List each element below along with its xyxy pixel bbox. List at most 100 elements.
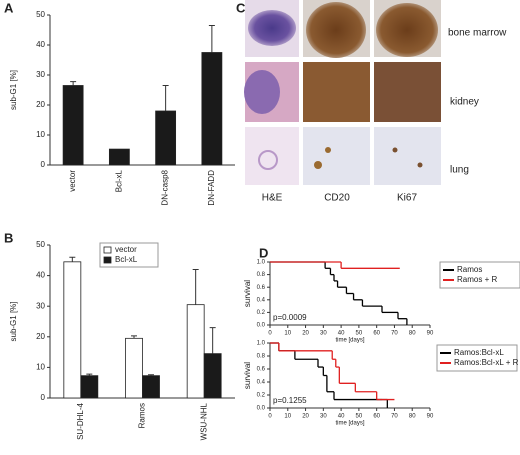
x-tick-label: 90 xyxy=(427,331,434,337)
x-tick-label: 80 xyxy=(409,414,416,420)
y-axis-label: sub-G1 [%] xyxy=(9,70,18,110)
y-tick-label: 20 xyxy=(36,100,45,109)
x-tick-label: 0 xyxy=(268,414,272,420)
bar xyxy=(62,85,84,166)
x-tick-label: 40 xyxy=(338,414,345,420)
panel-label: C xyxy=(236,0,246,15)
bar xyxy=(155,110,177,166)
y-tick-label: 20 xyxy=(36,332,45,341)
y-tick-label: 0 xyxy=(41,393,46,402)
panel-label: D xyxy=(259,245,268,260)
bar xyxy=(108,148,130,166)
row-label: kidney xyxy=(450,97,479,108)
y-tick-label: 0.6 xyxy=(257,367,266,373)
panel-label: B xyxy=(4,230,13,245)
legend-box xyxy=(439,261,520,289)
x-tick-label: 20 xyxy=(302,331,309,337)
histology-images xyxy=(244,0,441,185)
bar xyxy=(203,353,222,399)
x-tick-label: 40 xyxy=(338,331,345,337)
annotation: p=0.1255 xyxy=(273,396,307,405)
legend-swatch xyxy=(103,246,112,254)
x-tick-label: SU-DHL-4 xyxy=(76,402,85,439)
error-bar xyxy=(131,335,137,339)
y-axis-label: sub-G1 [%] xyxy=(9,301,18,341)
error-bar xyxy=(209,327,216,354)
x-tick-label: 80 xyxy=(409,331,416,337)
legend-label: vector xyxy=(115,245,137,254)
x-tick-label: 60 xyxy=(373,414,380,420)
y-tick-label: 0.0 xyxy=(257,406,266,412)
y-tick-label: 0.0 xyxy=(257,323,266,329)
x-axis-label: time [days] xyxy=(335,338,364,344)
column-label: Ki67 xyxy=(397,193,417,204)
error-bar xyxy=(162,85,169,111)
x-axis-label: time [days] xyxy=(335,421,364,427)
y-tick-label: 0.2 xyxy=(257,393,266,399)
row-label: lung xyxy=(450,165,469,176)
y-tick-label: 30 xyxy=(36,70,45,79)
column-label: CD20 xyxy=(324,193,350,204)
y-tick-label: 40 xyxy=(36,271,45,280)
x-tick-label: vector xyxy=(68,170,77,192)
error-bar xyxy=(86,373,93,376)
x-tick-label: 10 xyxy=(284,331,291,337)
y-tick-label: 0.4 xyxy=(257,297,266,303)
y-tick-label: 0 xyxy=(41,160,46,169)
y-tick-label: 50 xyxy=(36,10,45,19)
bar xyxy=(142,375,160,399)
annotation: p=0.0009 xyxy=(273,313,307,322)
x-tick-label: 50 xyxy=(356,331,363,337)
y-tick-label: 0.8 xyxy=(257,354,266,360)
x-tick-label: 30 xyxy=(320,414,327,420)
x-tick-label: 0 xyxy=(268,331,272,337)
bar xyxy=(201,52,223,166)
y-tick-label: 40 xyxy=(36,40,45,49)
x-tick-label: Ramos xyxy=(138,403,147,428)
x-tick-label: DN-casp8 xyxy=(161,169,170,205)
column-label: H&E xyxy=(262,193,283,204)
x-tick-label: 20 xyxy=(302,414,309,420)
y-axis-label: survival xyxy=(243,280,252,307)
x-tick-label: 30 xyxy=(320,331,327,337)
y-tick-label: 10 xyxy=(36,363,45,372)
y-tick-label: 1.0 xyxy=(257,341,266,347)
x-tick-label: 10 xyxy=(284,414,291,420)
y-axis-label: survival xyxy=(243,362,252,389)
error-bar xyxy=(69,256,76,262)
row-label: bone marrow xyxy=(448,28,507,39)
error-bar xyxy=(208,25,215,53)
x-tick-label: 60 xyxy=(373,331,380,337)
legend-label: Ramos:Bcl-xL + R xyxy=(454,358,519,367)
legend-swatch xyxy=(103,256,112,264)
bar xyxy=(63,261,82,399)
y-tick-label: 0.2 xyxy=(257,310,266,316)
x-tick-label: 90 xyxy=(427,414,434,420)
y-tick-label: 50 xyxy=(36,240,45,249)
x-tick-label: 70 xyxy=(391,414,398,420)
x-tick-label: DN-FADD xyxy=(207,170,216,206)
x-tick-label: WSU-NHL xyxy=(199,402,208,440)
legend-box xyxy=(436,344,518,372)
y-tick-label: 0.8 xyxy=(257,272,266,278)
panel-label: A xyxy=(4,0,14,15)
error-bar xyxy=(192,268,199,305)
y-tick-label: 0.4 xyxy=(257,380,266,386)
legend-label: Ramos:Bcl-xL xyxy=(454,348,504,357)
error-bar xyxy=(148,374,154,376)
bar xyxy=(80,375,99,399)
legend-label: Ramos + R xyxy=(457,275,497,284)
y-tick-label: 10 xyxy=(36,130,45,139)
x-tick-label: Bcl-xL xyxy=(114,169,123,192)
bar xyxy=(125,337,143,399)
x-tick-label: 50 xyxy=(356,414,363,420)
y-tick-label: 30 xyxy=(36,301,45,310)
x-tick-label: 70 xyxy=(391,331,398,337)
legend-label: Bcl-xL xyxy=(115,255,138,264)
y-tick-label: 0.6 xyxy=(257,285,266,291)
legend-label: Ramos xyxy=(457,265,482,274)
error-bar xyxy=(70,81,77,86)
y-tick-label: 1.0 xyxy=(257,260,266,266)
bar xyxy=(186,304,205,399)
